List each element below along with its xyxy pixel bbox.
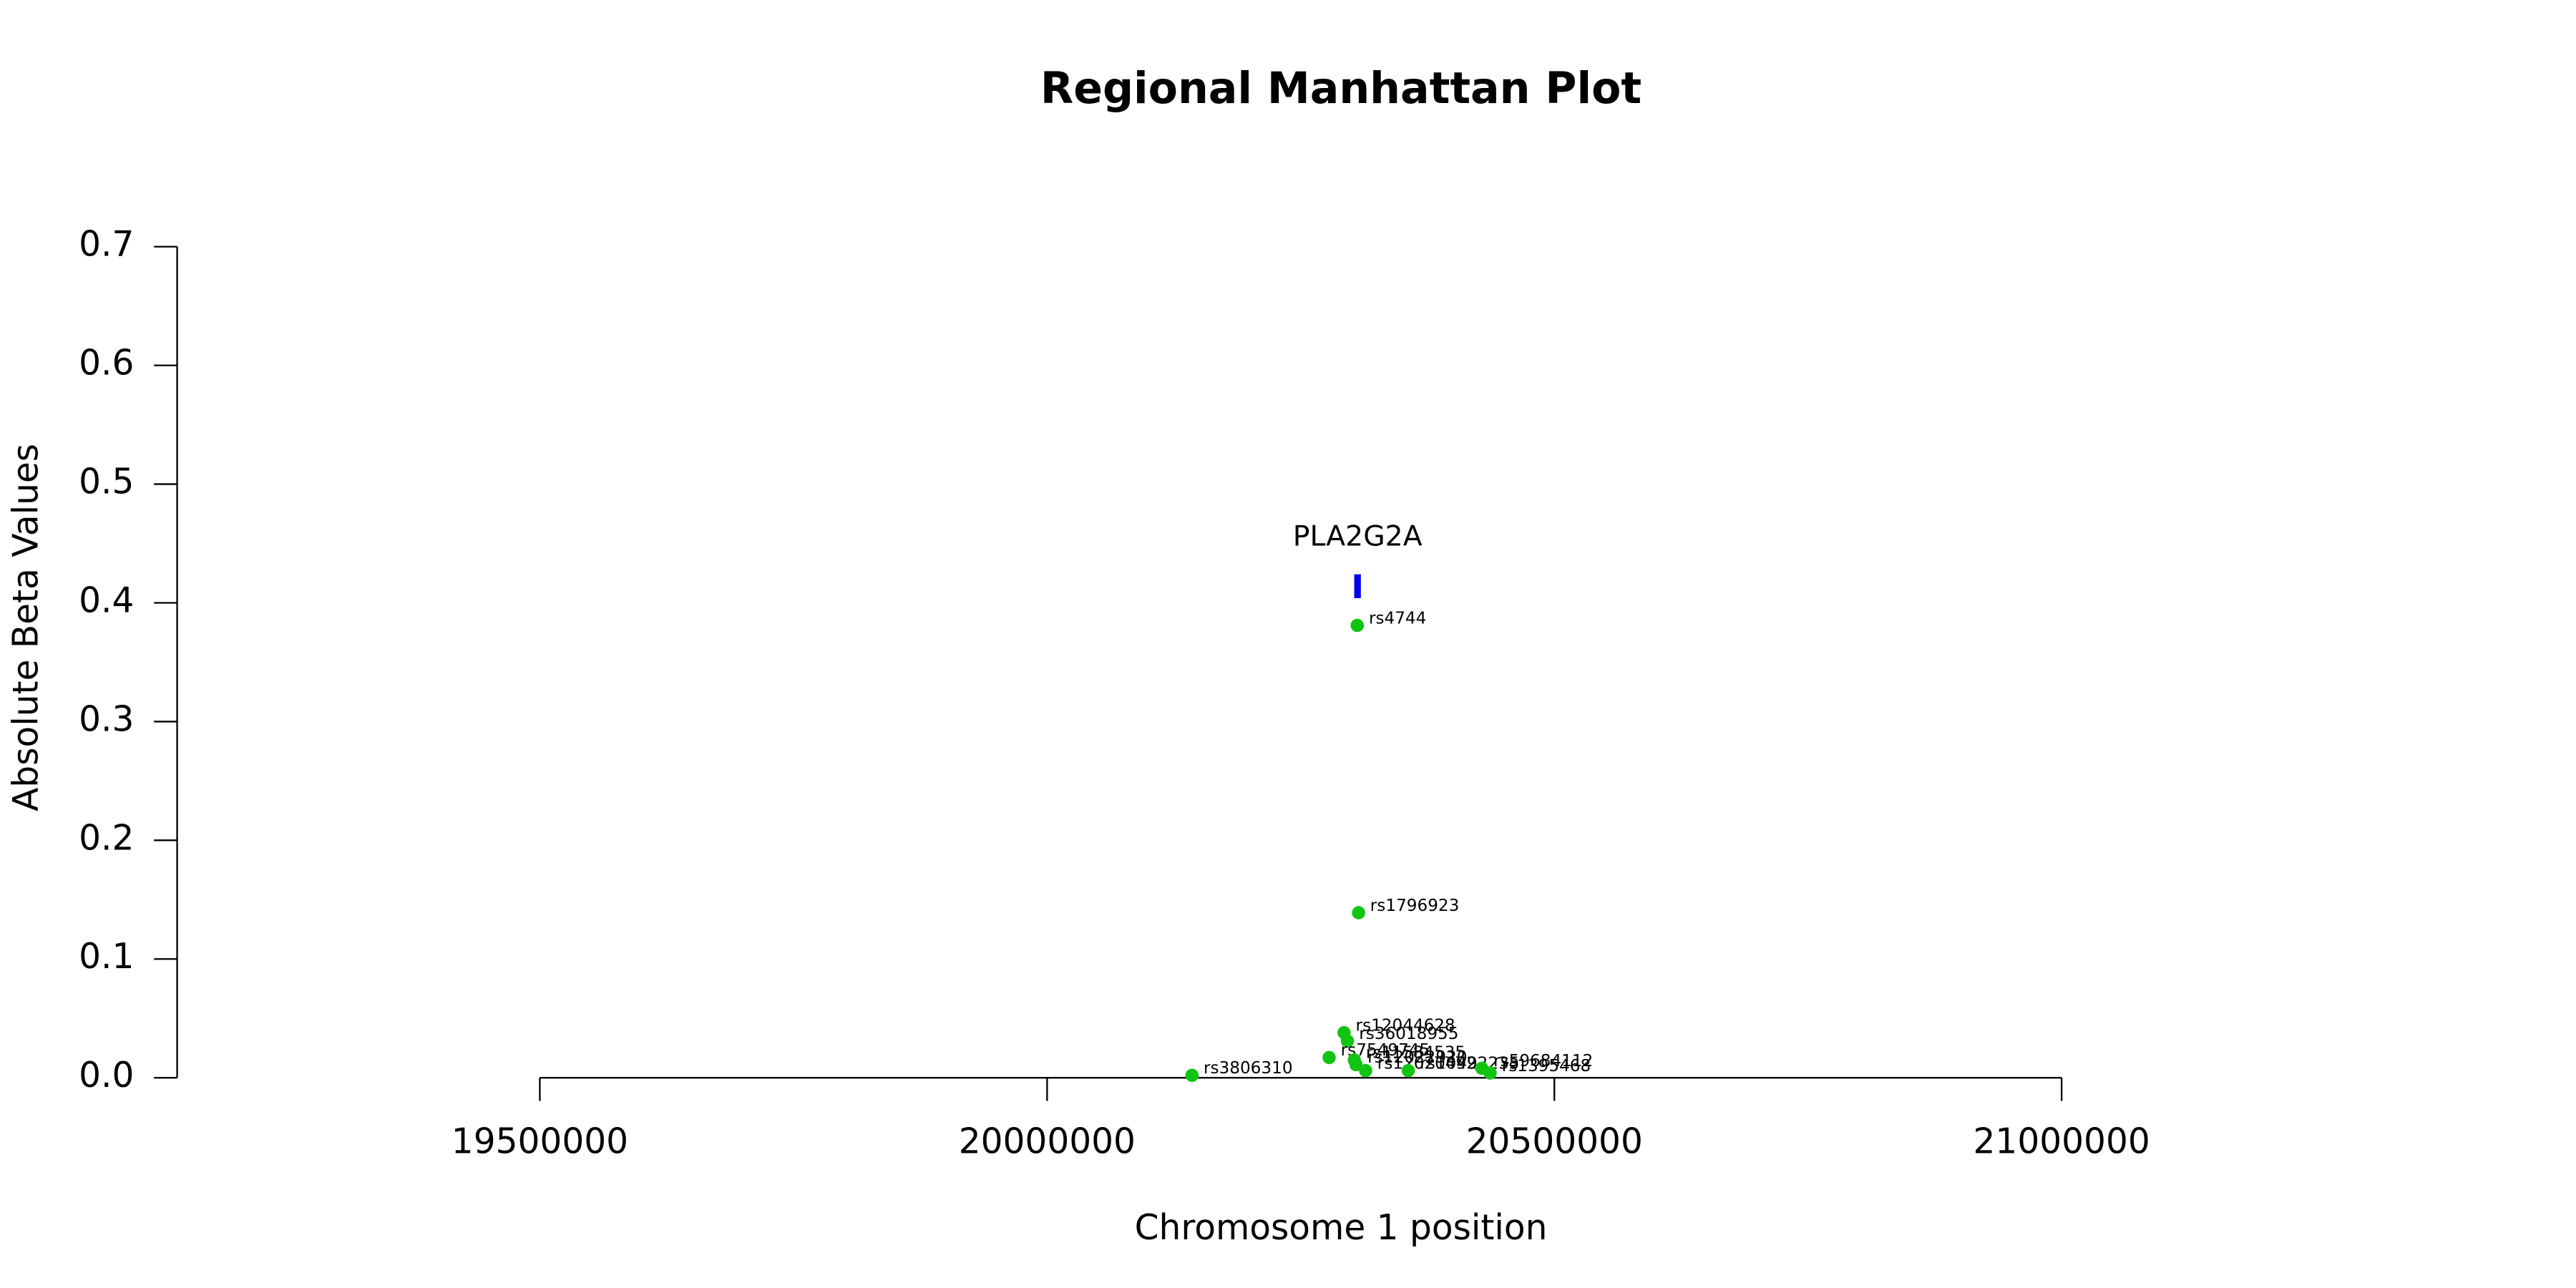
point-label: rs36018955 <box>1359 1025 1458 1043</box>
y-tick-label: 0.7 <box>79 225 134 265</box>
y-tick-label: 0.2 <box>79 818 134 858</box>
y-tick-label: 0.1 <box>79 937 134 977</box>
data-point <box>1350 618 1365 633</box>
data-point <box>1349 1058 1363 1072</box>
x-axis-title: Chromosome 1 position <box>1135 1208 1548 1248</box>
gene-label: PLA2G2A <box>1293 519 1423 552</box>
point-label: rs1395468 <box>1502 1057 1591 1075</box>
data-point <box>1340 1034 1355 1048</box>
y-axis-title: Absolute Beta Values <box>6 444 46 811</box>
point-label: rs4744 <box>1369 609 1426 628</box>
y-tick-label: 0.5 <box>79 462 134 502</box>
x-tick-label: 20000000 <box>959 1122 1136 1162</box>
x-tick-label: 19500000 <box>452 1122 628 1162</box>
data-point <box>1359 1063 1372 1078</box>
point-label: rs10492235 <box>1420 1054 1519 1073</box>
x-tick-label: 21000000 <box>1974 1122 2150 1162</box>
y-tick-label: 0.6 <box>79 343 134 384</box>
y-tick-label: 0.0 <box>79 1055 134 1096</box>
x-tick-label: 20500000 <box>1466 1122 1643 1162</box>
point-label: rs12022920 <box>1367 1048 1467 1067</box>
data-point <box>1185 1068 1199 1083</box>
data-point <box>1401 1063 1415 1078</box>
point-label: rs12044628 <box>1356 1016 1455 1035</box>
y-tick-label: 0.4 <box>79 580 134 620</box>
point-label: rs12020492 <box>1377 1054 1477 1073</box>
data-point <box>1483 1066 1497 1080</box>
y-tick-label: 0.3 <box>79 699 134 739</box>
point-label: rs3806310 <box>1204 1059 1293 1078</box>
chart-title: Regional Manhattan Plot <box>1040 64 1641 114</box>
point-label: rs59684112 <box>1493 1052 1593 1070</box>
data-point <box>1352 906 1365 919</box>
point-label: rs11584535 <box>1366 1044 1465 1063</box>
point-label: rs1796923 <box>1370 897 1460 915</box>
data-point <box>1322 1050 1336 1065</box>
